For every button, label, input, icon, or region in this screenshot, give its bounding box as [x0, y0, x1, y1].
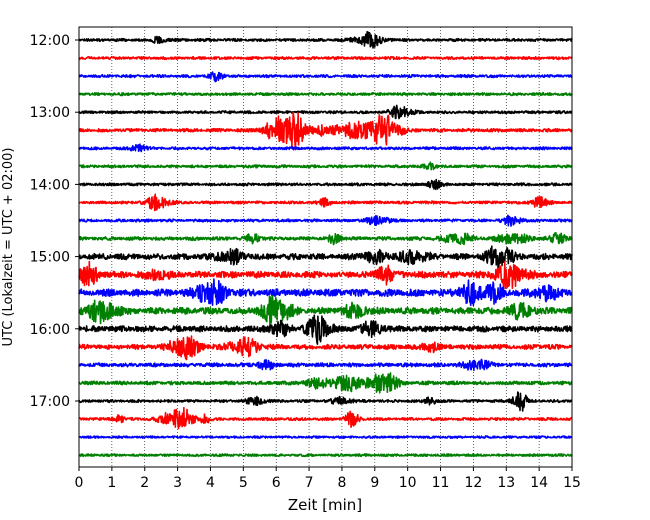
seismogram-trace — [78, 55, 573, 61]
seismogram-trace — [78, 391, 573, 412]
y-axis: 12:00 13:00 14:00 15:00 16:00 17:00 — [30, 33, 79, 410]
x-tick-label: 5 — [239, 475, 248, 491]
x-tick-label: 11 — [432, 475, 450, 491]
x-tick-label: 2 — [140, 475, 149, 491]
seismogram-trace — [78, 358, 573, 372]
x-tick-label: 12 — [464, 475, 482, 491]
seismogram-trace — [78, 335, 573, 361]
seismogram-trace — [78, 278, 573, 307]
x-tick-label: 6 — [272, 475, 281, 491]
seismogram-trace — [78, 143, 573, 153]
x-tick-label: 8 — [337, 475, 346, 491]
seismogram-trace — [78, 111, 573, 151]
x-tick-label: 10 — [399, 475, 417, 491]
y-tick-label: 16:00 — [30, 322, 70, 338]
seismogram-trace — [78, 30, 573, 49]
x-tick-label: 3 — [173, 475, 182, 491]
y-tick-label: 17:00 — [30, 394, 70, 410]
seismogram-trace — [78, 231, 573, 246]
y-tick-label: 14:00 — [30, 177, 70, 193]
seismogram-trace — [78, 453, 573, 458]
seismogram-trace — [78, 91, 573, 97]
seismogram-trace — [78, 71, 573, 83]
trace-group — [78, 30, 573, 458]
seismogram-trace — [78, 295, 573, 327]
x-tick-label: 7 — [305, 475, 314, 491]
y-tick-label: 12:00 — [30, 33, 70, 49]
x-axis-label: Zeit [min] — [288, 496, 362, 514]
x-tick-label: 15 — [563, 475, 581, 491]
seismogram-trace — [78, 104, 573, 120]
x-tick-label: 4 — [206, 475, 215, 491]
plot-frame — [78, 26, 573, 468]
seismogram-trace — [78, 178, 573, 191]
seismogram-trace — [78, 435, 573, 439]
seismogram-trace — [78, 193, 573, 212]
seismogram-trace — [78, 161, 573, 171]
y-tick-label: 13:00 — [30, 105, 70, 121]
x-tick-label: 1 — [107, 475, 116, 491]
seismogram-trace — [78, 314, 573, 345]
x-tick-label: 14 — [530, 475, 548, 491]
x-tick-label: 9 — [370, 475, 379, 491]
x-tick-label: 13 — [497, 475, 515, 491]
seismogram-trace — [78, 260, 573, 290]
seismogram-trace — [78, 372, 573, 394]
seismogram-trace — [78, 245, 573, 269]
seismogram-trace — [78, 214, 573, 227]
y-axis-label: UTC (Lokalzeit = UTC + 02:00) — [1, 148, 16, 347]
x-axis: 0 1 2 3 4 5 6 7 8 9 10 11 12 13 14 15 — [75, 467, 581, 491]
seismogram-trace — [78, 406, 573, 430]
y-tick-label: 15:00 — [30, 250, 70, 266]
x-tick-label: 0 — [75, 475, 84, 491]
